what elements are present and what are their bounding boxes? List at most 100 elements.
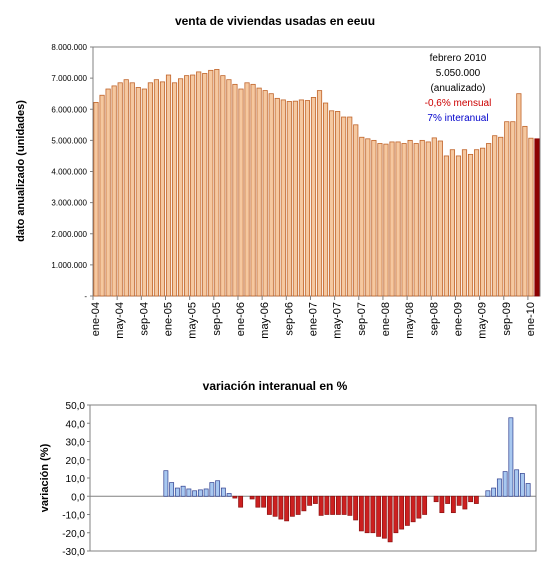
chart1-bar bbox=[401, 143, 407, 297]
chart1-bar bbox=[135, 87, 141, 297]
chart2-bar bbox=[381, 495, 387, 539]
chart1-bar bbox=[473, 149, 480, 297]
chart2-y-tick-label: -10,0 bbox=[62, 511, 85, 522]
chart2-bar bbox=[324, 495, 330, 515]
chart2-bar bbox=[163, 470, 169, 497]
chart2-bar bbox=[232, 495, 238, 499]
chart2-bar bbox=[496, 478, 502, 497]
chart1-bar bbox=[141, 88, 147, 297]
chart2-bar bbox=[393, 495, 399, 534]
chart1-annotation: febrero 2010 5.050.000 (anualizado) -0,6… bbox=[425, 53, 492, 124]
chart1-bar bbox=[280, 99, 286, 297]
chart1-y-tick-label: 2.000.000 bbox=[51, 230, 87, 239]
chart1-bar bbox=[99, 94, 105, 297]
chart1-bar bbox=[208, 69, 214, 297]
chart2-bar bbox=[485, 490, 491, 497]
chart1-x-tick-label: sep-04 bbox=[138, 302, 150, 336]
chart1-x-tick-label: ene-08 bbox=[380, 302, 392, 336]
chart1-x-tick-label: may-04 bbox=[114, 302, 126, 339]
chart2-bar bbox=[514, 469, 520, 497]
chart2-bar bbox=[519, 473, 525, 497]
chart1-y-tick-label: 8.000.000 bbox=[51, 43, 87, 52]
chart1-x-tick-label: may-06 bbox=[259, 302, 271, 339]
chart1-bar bbox=[341, 116, 347, 297]
chart1-bar bbox=[232, 83, 238, 297]
chart2-bar bbox=[261, 495, 267, 508]
chart1-bar bbox=[359, 136, 365, 297]
chart1-y-tick-label: 3.000.000 bbox=[51, 199, 87, 208]
chart1-bar bbox=[202, 73, 208, 297]
chart2-bar bbox=[445, 495, 451, 504]
chart1-bar bbox=[329, 110, 335, 297]
chart2-bar bbox=[473, 495, 479, 504]
chart2-bar bbox=[255, 495, 261, 508]
chart1-bar bbox=[292, 100, 298, 297]
annotation-date: febrero 2010 bbox=[430, 53, 487, 64]
chart1-x-tick-label: ene-06 bbox=[235, 302, 247, 336]
chart1-bar bbox=[437, 140, 443, 297]
chart1-bar bbox=[178, 78, 184, 297]
chart1-bar bbox=[226, 79, 232, 297]
chart2-bar bbox=[249, 495, 255, 500]
chart1-y-tick-label: 5.000.000 bbox=[51, 136, 87, 145]
chart2-y-tick-label: 30,0 bbox=[66, 438, 86, 449]
chart1-x-tick-label: may-07 bbox=[332, 302, 344, 339]
chart1-bar bbox=[262, 90, 268, 297]
chart2-bar bbox=[295, 495, 301, 515]
chart2-y-tick-label: -20,0 bbox=[62, 529, 85, 540]
chart2-bar bbox=[439, 495, 445, 514]
chart1-title: venta de viviendas usadas en eeuu bbox=[174, 14, 376, 28]
chart2-bar bbox=[203, 488, 209, 497]
chart1-y-tick-label: 4.000.000 bbox=[51, 168, 87, 177]
chart1-bar bbox=[250, 83, 256, 297]
chart2-bar bbox=[468, 495, 474, 503]
chart1-bar bbox=[516, 93, 522, 297]
chart2-bar bbox=[284, 495, 290, 522]
chart2-bar bbox=[335, 495, 341, 515]
chart2-bar bbox=[364, 495, 370, 534]
chart1-bar bbox=[147, 82, 153, 297]
sales-bar-chart: dato anualizado (unidades) - 1.000.000 2.0… bbox=[15, 43, 541, 339]
chart1-bar bbox=[419, 139, 425, 297]
chart1-bar bbox=[413, 143, 419, 297]
chart1-x-tick-label: ene-04 bbox=[90, 302, 102, 336]
chart2-y-tick-label: 0,0 bbox=[71, 492, 85, 503]
chart2-bar bbox=[301, 495, 307, 512]
chart2-bar bbox=[318, 495, 324, 516]
chart2-title: variación interanual en % bbox=[202, 379, 348, 393]
chart1-bar bbox=[431, 137, 437, 297]
chart1-bar bbox=[268, 93, 274, 297]
chart2-bar bbox=[347, 495, 353, 516]
chart1-bar bbox=[165, 74, 172, 297]
annotation-monthly-change: -0,6% mensual bbox=[425, 98, 492, 109]
chart2-bar bbox=[416, 495, 422, 519]
chart2-bar bbox=[410, 495, 416, 523]
chart1-bar bbox=[371, 139, 377, 297]
chart1-bar bbox=[159, 81, 166, 297]
chart1-bar bbox=[171, 82, 178, 297]
chart2-y-tick-label: 20,0 bbox=[66, 456, 86, 467]
chart1-bar bbox=[316, 90, 323, 297]
chart1-bar bbox=[214, 69, 220, 297]
chart2-bar bbox=[399, 495, 405, 530]
chart2-bar bbox=[197, 489, 203, 497]
chart2-y-tick-label: -30,0 bbox=[62, 547, 85, 558]
chart1-bar bbox=[389, 141, 395, 297]
chart1-bar bbox=[304, 100, 311, 297]
chart1-bar bbox=[111, 85, 117, 297]
chart1-bar bbox=[449, 149, 455, 297]
chart1-bar bbox=[117, 82, 123, 297]
chart1-bar bbox=[184, 75, 190, 297]
chart1-bar bbox=[504, 121, 510, 297]
chart1-bar bbox=[486, 143, 492, 297]
annotation-unit: (anualizado) bbox=[430, 83, 485, 94]
chart1-bar bbox=[365, 138, 371, 297]
chart2-bar bbox=[387, 495, 393, 543]
chart1-bar bbox=[244, 82, 250, 297]
chart2-bar bbox=[456, 495, 462, 506]
chart2-bar bbox=[433, 495, 439, 503]
chart1-x-tick-label: sep-06 bbox=[283, 302, 295, 336]
annotation-value: 5.050.000 bbox=[436, 68, 481, 79]
chart2-y-tick-label: 50,0 bbox=[66, 401, 86, 412]
chart2-bar bbox=[192, 490, 198, 497]
